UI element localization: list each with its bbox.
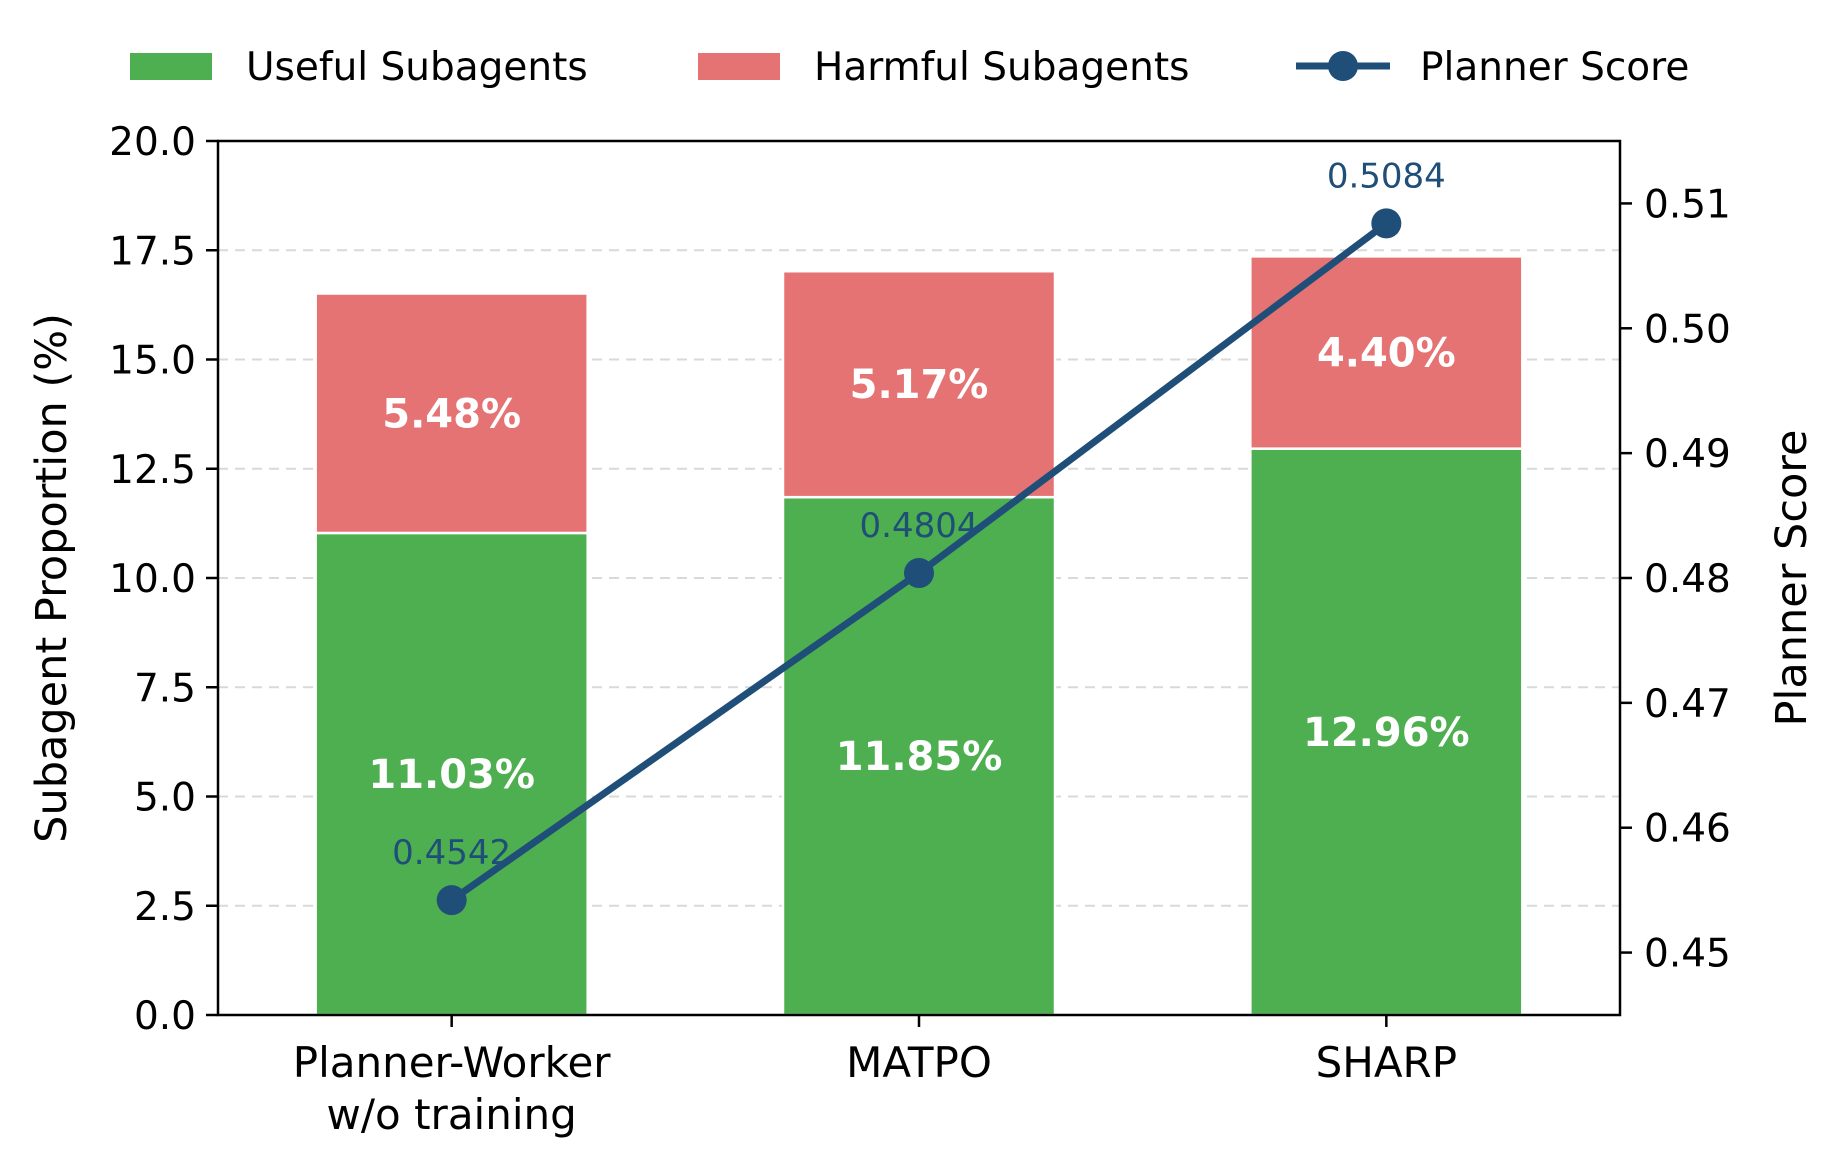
planner-score-label-1: 0.4804 <box>860 506 979 546</box>
legend-label-harmful: Harmful Subagents <box>814 45 1189 90</box>
bars <box>314 255 1524 1017</box>
y-axis-title-right: Planner Score <box>1767 430 1817 727</box>
y-right-tick-label-0: 0.45 <box>1644 932 1731 977</box>
planner-score-label-2: 0.5084 <box>1327 156 1446 196</box>
bar-label-useful-0: 11.03% <box>368 752 535 798</box>
y-tick-label-6: 15.0 <box>109 339 196 384</box>
y-right-tick-label-6: 0.51 <box>1644 182 1731 227</box>
legend-label-useful: Useful Subagents <box>246 45 588 90</box>
x-tick-label-2: SHARP <box>1316 1038 1457 1087</box>
y-tick-label-1: 2.5 <box>134 885 196 930</box>
bar-label-useful-1: 11.85% <box>836 734 1003 780</box>
x-tick-label-0: Planner-Worker w/o training <box>293 1038 612 1139</box>
bar-label-harmful-1: 5.17% <box>850 362 989 408</box>
y-tick-label-8: 20.0 <box>109 120 196 165</box>
x-tick-label-line: MATPO <box>846 1038 992 1087</box>
y-tick-label-5: 12.5 <box>109 448 196 493</box>
planner-score-label-0: 0.4542 <box>392 833 511 873</box>
y-right-tick-label-1: 0.46 <box>1644 807 1731 852</box>
y-tick-label-4: 10.0 <box>109 557 196 602</box>
y-tick-label-3: 7.5 <box>134 666 196 711</box>
y-axis-title: Subagent Proportion (%) <box>27 313 77 843</box>
bar-labels: 11.03% 5.48% 11.85% 5.17% 12.96% 4.40% <box>368 331 1469 798</box>
y-right-tick-label-5: 0.50 <box>1644 307 1731 352</box>
bar-label-harmful-2: 4.40% <box>1317 331 1456 377</box>
axes: 0.0 2.5 5.0 7.5 10.0 12.5 15.0 17.5 20.0 0.45 0.46… <box>27 120 1817 1139</box>
legend: Useful Subagents Harmful Subagents Planner… <box>130 45 1689 90</box>
bar-label-useful-2: 12.96% <box>1303 710 1470 756</box>
legend-label-planner: Planner Score <box>1420 45 1689 90</box>
y-right-tick-label-4: 0.49 <box>1644 432 1731 477</box>
planner-score-point-0 <box>436 885 467 916</box>
x-tick-label-line: SHARP <box>1316 1038 1457 1087</box>
y-right-tick-label-2: 0.47 <box>1644 682 1731 727</box>
planner-score-line: 0.4542 0.4804 0.5084 <box>392 156 1446 916</box>
legend-swatch-harmful <box>698 53 780 80</box>
x-tick-label-line: Planner-Worker <box>293 1038 612 1087</box>
x-tick-label-line: w/o training <box>327 1090 577 1139</box>
bar-label-harmful-0: 5.48% <box>382 391 521 437</box>
legend-marker-planner <box>1328 51 1358 81</box>
y-tick-label-7: 17.5 <box>109 229 196 274</box>
y-tick-label-0: 0.0 <box>134 994 196 1039</box>
y-right-tick-label-3: 0.48 <box>1644 557 1731 602</box>
bar-harmful-1 <box>781 269 1057 499</box>
planner-score-point-1 <box>904 558 934 589</box>
x-tick-label-1: MATPO <box>846 1038 992 1087</box>
bar-harmful-0 <box>314 292 589 535</box>
legend-swatch-useful <box>130 53 212 80</box>
y-tick-label-2: 5.0 <box>134 776 196 821</box>
planner-score-point-2 <box>1371 208 1402 239</box>
bar-useful-0 <box>314 531 589 1017</box>
